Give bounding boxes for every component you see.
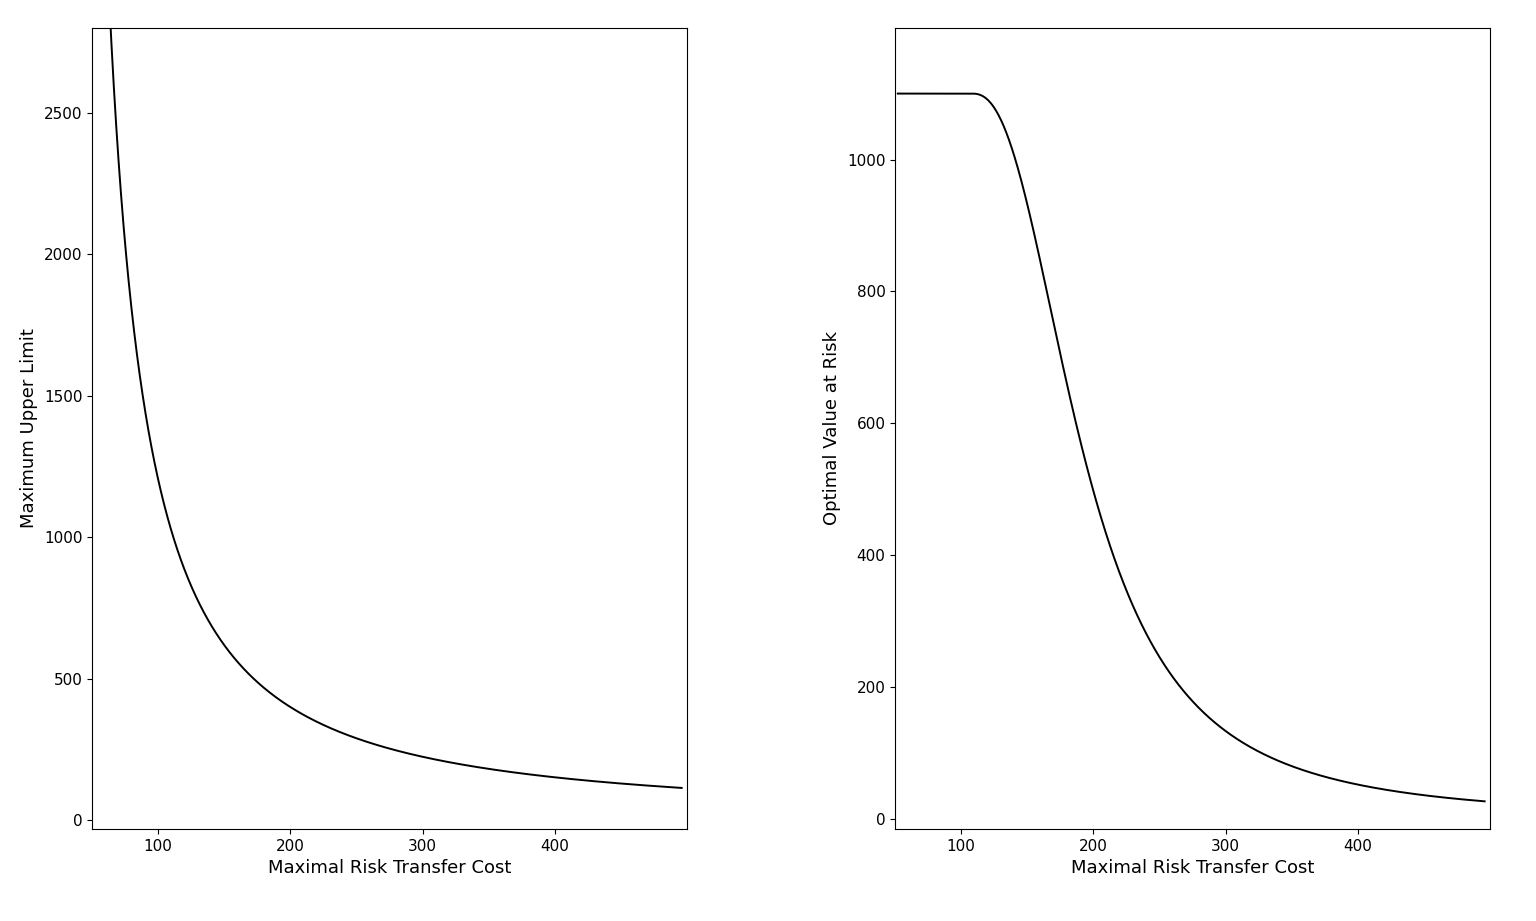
- X-axis label: Maximal Risk Transfer Cost: Maximal Risk Transfer Cost: [1071, 859, 1315, 877]
- Y-axis label: Optimal Value at Risk: Optimal Value at Risk: [823, 332, 842, 525]
- Y-axis label: Maximum Upper Limit: Maximum Upper Limit: [20, 328, 38, 529]
- X-axis label: Maximal Risk Transfer Cost: Maximal Risk Transfer Cost: [267, 859, 511, 877]
